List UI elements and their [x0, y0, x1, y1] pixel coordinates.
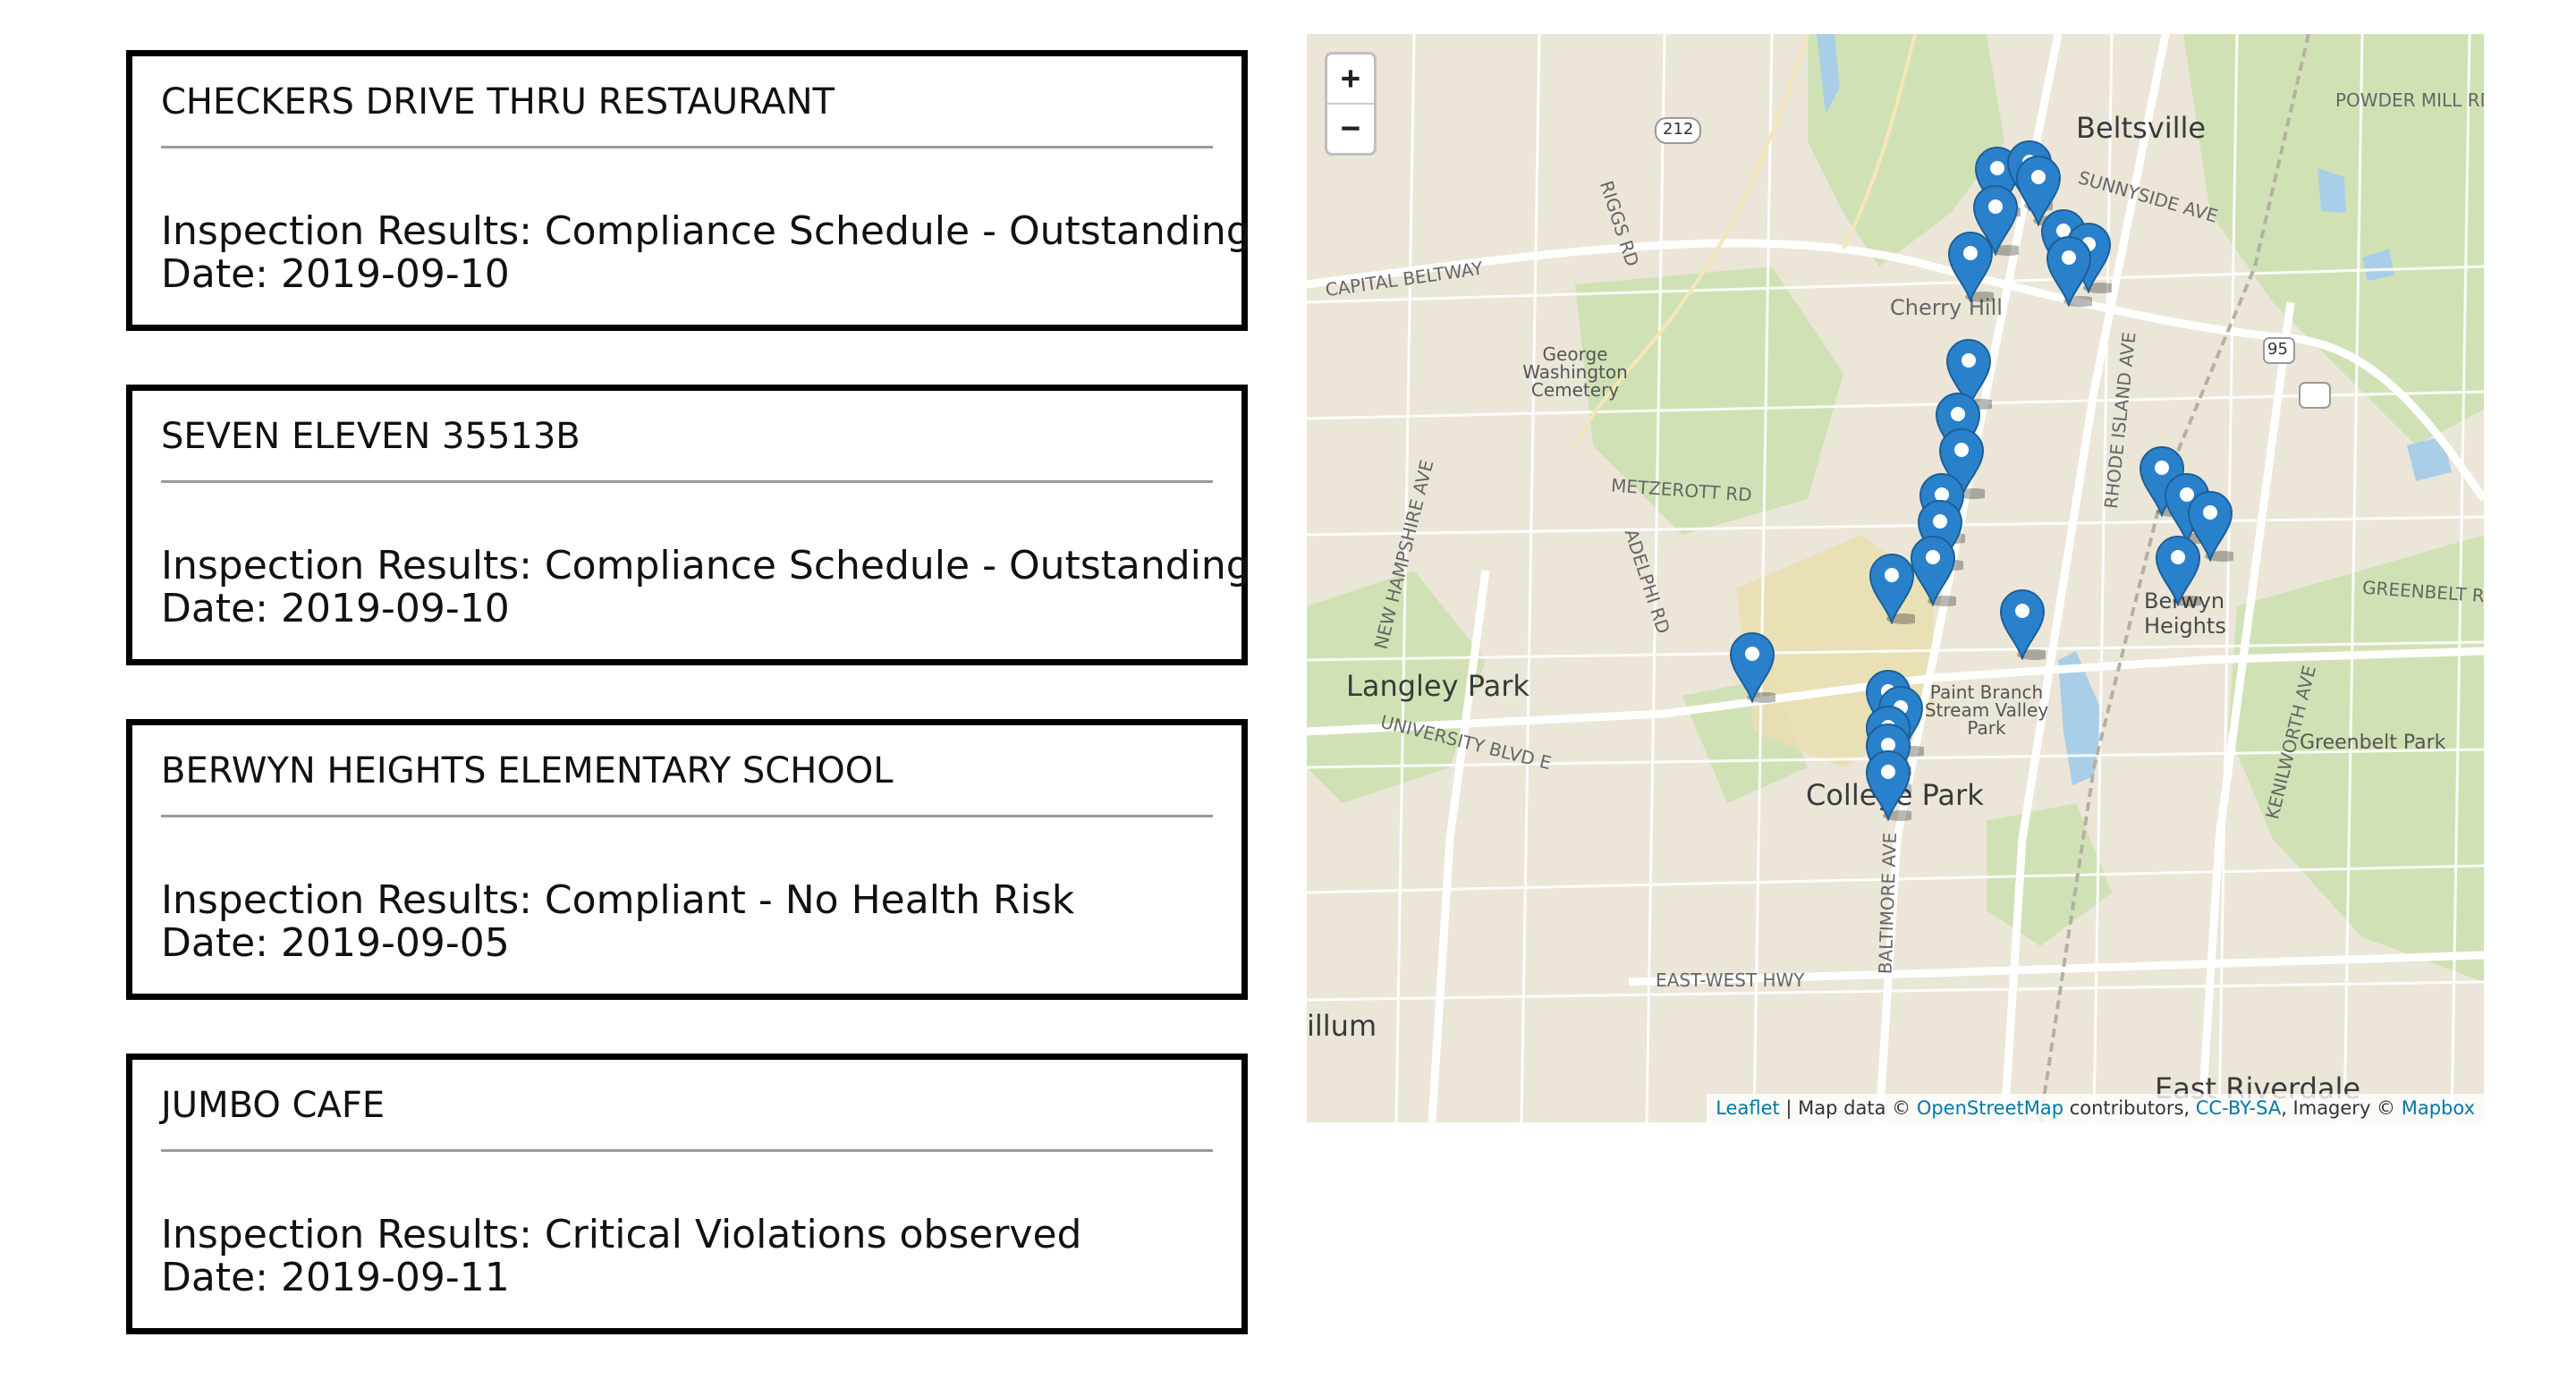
inspection-date: Date: 2019-09-11	[161, 1255, 510, 1300]
place-label-paint-branch: Paint Branch Stream Valley Park	[1924, 681, 2049, 739]
divider	[161, 815, 1213, 817]
place-label-cemetery: George Washington Cemetery	[1522, 343, 1628, 401]
license-link[interactable]: CC-BY-SA	[2195, 1097, 2282, 1119]
restaurant-name: BERWYN HEIGHTS ELEMENTARY SCHOOL	[161, 750, 894, 791]
inspection-map[interactable]: + − Beltsville Langley Park College Park…	[1307, 34, 2484, 1122]
map-marker[interactable]	[1868, 553, 1922, 626]
map-attribution: Leaflet | Map data © OpenStreetMap contr…	[1707, 1094, 2484, 1122]
road-label-east-west-hwy: EAST-WEST HWY	[1656, 969, 1805, 991]
place-label-cherry-hill: Cherry Hill	[1890, 295, 2003, 320]
inspection-result: Inspection Results: Critical Violations …	[161, 1212, 1082, 1257]
map-marker[interactable]	[1947, 231, 2001, 304]
restaurant-name: CHECKERS DRIVE THRU RESTAURANT	[161, 81, 835, 123]
restaurant-name: JUMBO CAFE	[161, 1085, 386, 1126]
inspection-result: Inspection Results: Compliance Schedule …	[161, 543, 1251, 588]
place-label-langley-park: Langley Park	[1346, 669, 1530, 703]
place-label-greenbelt-park: Greenbelt Park	[2300, 732, 2446, 754]
inspection-result: Inspection Results: Compliance Schedule …	[161, 208, 1251, 254]
inspection-list: CHECKERS DRIVE THRU RESTAURANT Inspectio…	[126, 50, 1251, 1388]
inspection-card: CHECKERS DRIVE THRU RESTAURANT Inspectio…	[126, 50, 1251, 331]
attribution-text: | Map data ©	[1779, 1097, 1917, 1119]
map-marker[interactable]	[1729, 631, 1783, 705]
inspection-card: JUMBO CAFE Inspection Results: Critical …	[126, 1054, 1248, 1334]
map-marker[interactable]	[1938, 427, 1992, 501]
inspection-card: SEVEN ELEVEN 35513B Inspection Results: …	[126, 385, 1251, 665]
attribution-text: , Imagery ©	[2281, 1097, 2402, 1119]
place-label-beltsville: Beltsville	[2076, 111, 2207, 145]
divider	[161, 146, 1213, 148]
map-marker[interactable]	[1999, 588, 2053, 662]
map-marker[interactable]	[1972, 184, 2026, 258]
map-marker[interactable]	[2155, 535, 2208, 608]
leaflet-link[interactable]: Leaflet	[1716, 1097, 1780, 1119]
route-shield-95: 95	[2267, 340, 2288, 359]
inspection-date: Date: 2019-09-10	[161, 251, 510, 297]
mapbox-link[interactable]: Mapbox	[2401, 1097, 2475, 1119]
inspection-result: Inspection Results: Compliant - No Healt…	[161, 877, 1075, 923]
place-label-hillum: illum	[1307, 1009, 1377, 1043]
zoom-out-button[interactable]: −	[1327, 103, 1374, 153]
divider	[161, 480, 1213, 483]
zoom-control: + −	[1325, 52, 1377, 156]
map-marker[interactable]	[1865, 749, 1919, 823]
inspection-date: Date: 2019-09-10	[161, 586, 510, 631]
attribution-text: contributors,	[2063, 1097, 2196, 1119]
map-marker[interactable]	[2187, 490, 2241, 563]
map-tiles[interactable]	[1307, 34, 2484, 1122]
osm-link[interactable]: OpenStreetMap	[1916, 1097, 2064, 1119]
inspection-date: Date: 2019-09-05	[161, 920, 510, 966]
divider	[161, 1149, 1213, 1152]
restaurant-name: SEVEN ELEVEN 35513B	[161, 416, 580, 457]
road-label-powder-mill: POWDER MILL RD	[2335, 89, 2484, 111]
route-shield-212: 212	[1663, 120, 1694, 139]
zoom-in-button[interactable]: +	[1341, 60, 1360, 97]
place-label-berwyn-heights: Berwyn Heights	[2144, 588, 2226, 639]
inspection-card: BERWYN HEIGHTS ELEMENTARY SCHOOL Inspect…	[126, 719, 1248, 1000]
map-marker[interactable]	[1910, 535, 1963, 608]
map-marker[interactable]	[2046, 235, 2099, 309]
